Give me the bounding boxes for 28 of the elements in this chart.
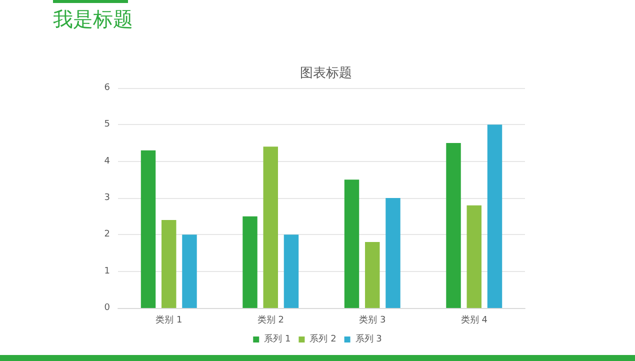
bar <box>242 216 258 308</box>
bar <box>365 242 380 308</box>
chart-subtitle: 图表标题 <box>300 66 352 81</box>
x-tick-label: 类别 3 <box>359 314 386 326</box>
y-tick-label: 3 <box>104 193 110 203</box>
bar <box>386 198 400 308</box>
bar <box>140 150 156 308</box>
chart-title: 我是标题 <box>53 6 133 33</box>
bar <box>344 180 360 308</box>
y-tick-label: 5 <box>104 120 110 130</box>
x-tick-label: 类别 4 <box>460 314 488 326</box>
legend-label: 系列 2 <box>310 334 336 344</box>
bar <box>446 143 461 308</box>
x-tick-label: 类别 2 <box>257 314 284 326</box>
y-tick-label: 1 <box>104 266 110 276</box>
y-tick-label: 0 <box>104 303 110 313</box>
bar <box>182 234 197 308</box>
bar <box>263 146 278 308</box>
bar <box>466 205 482 308</box>
y-tick-label: 4 <box>104 156 110 166</box>
y-tick-label: 2 <box>104 230 110 240</box>
x-tick-label: 类别 1 <box>156 314 182 326</box>
bar <box>487 124 502 308</box>
y-tick-label: 6 <box>104 83 110 93</box>
bar <box>284 234 299 308</box>
legend-label: 系列 3 <box>355 334 382 344</box>
legend-label: 系列 1 <box>264 334 291 344</box>
bar <box>162 220 176 308</box>
